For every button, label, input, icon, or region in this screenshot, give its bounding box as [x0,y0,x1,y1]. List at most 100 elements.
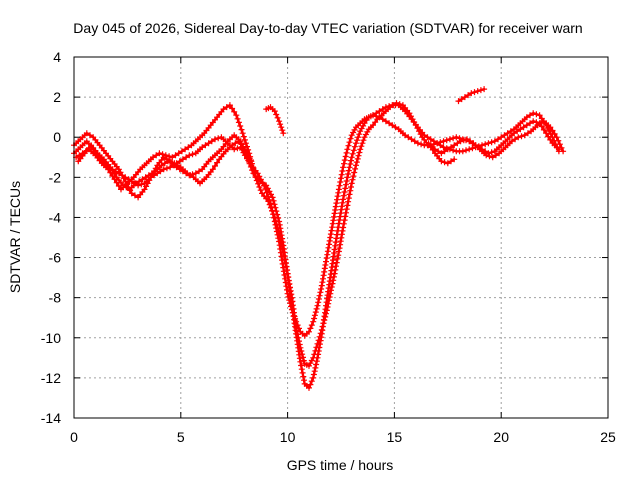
data-point-marker [333,259,340,266]
data-point-marker [344,174,351,181]
data-point-marker [256,184,263,190]
data-point-marker [273,208,280,215]
data-point-marker [481,86,488,93]
data-point-marker [240,133,247,140]
plot-area [71,86,567,391]
chart-title: Day 045 of 2026, Sidereal Day-to-day VTE… [73,20,582,36]
data-point-marker [373,110,380,117]
data-point-marker [379,116,386,123]
data-point-marker [350,147,357,154]
data-point-marker [489,154,496,161]
data-point-marker [300,357,307,364]
data-point-marker [405,134,412,141]
data-point-marker [270,197,277,204]
data-point-marker [333,263,339,270]
data-point-marker [534,122,541,129]
y-tick-label: -8 [49,290,62,306]
data-point-marker [199,144,206,151]
data-point-marker [386,120,393,127]
data-point-marker [523,122,530,129]
data-point-marker [389,122,396,129]
data-point-marker [518,133,525,140]
data-point-marker [555,148,562,155]
data-point-marker [183,154,190,161]
data-point-marker [247,163,254,170]
data-point-marker [352,165,359,172]
data-point-marker [430,138,437,145]
data-point-marker [443,137,450,144]
data-point-marker [376,108,383,115]
data-point-marker [382,118,389,125]
data-point-marker [414,140,421,147]
data-point-marker [514,128,521,135]
data-point-marker [107,164,114,171]
data-point-marker [492,152,499,159]
data-point-marker [242,140,249,147]
data-point-marker [471,89,478,96]
data-point-marker [310,318,317,325]
data-point-marker [421,132,428,139]
data-point-marker [459,148,466,155]
data-point-marker [418,141,425,148]
series-trace-3 [71,102,562,391]
data-point-marker [145,172,152,179]
data-point-marker [226,102,233,109]
data-point-marker [174,162,181,169]
data-point-marker [165,158,171,165]
data-point-marker [341,189,348,195]
data-point-marker [131,192,138,199]
data-point-marker [356,149,363,156]
data-point-marker [340,196,347,203]
data-point-marker [232,140,239,147]
data-point-marker [297,358,304,365]
data-point-marker [354,155,361,162]
data-point-marker [448,158,454,165]
data-point-marker [300,373,307,380]
data-point-marker [316,341,323,348]
data-point-marker [517,126,524,133]
data-point-marker [386,103,393,110]
data-point-marker [153,152,160,159]
data-point-marker [355,152,362,159]
data-point-marker [271,108,278,115]
data-point-marker [278,124,285,131]
data-point-marker [128,190,135,197]
data-point-marker [256,178,263,185]
data-point-marker [440,138,447,145]
data-point-marker [429,146,436,153]
data-point-marker [142,174,149,181]
data-point-marker [231,146,238,153]
data-point-marker [358,143,365,150]
data-point-marker [438,150,445,157]
data-point-marker [341,217,348,224]
data-point-marker [357,146,364,153]
data-point-marker [334,227,341,234]
data-point-marker [335,186,342,193]
data-point-marker [310,374,317,381]
data-point-marker [318,286,325,292]
x-tick-label: 15 [387,429,403,445]
y-tick-label: -14 [41,410,61,426]
data-point-marker [313,358,320,365]
data-point-marker [360,137,367,144]
data-point-marker [392,124,399,131]
y-axis: -14 -12 -10 -8 -6 -4 -2 0 2 4 [41,49,608,426]
data-point-marker [348,154,355,161]
data-point-marker [451,142,458,149]
data-point-marker [111,171,118,177]
data-point-marker [83,130,90,137]
data-point-marker [311,368,318,375]
data-point-marker [533,119,540,126]
data-point-marker [330,273,337,280]
data-point-marker [344,146,351,153]
data-point-marker [347,161,354,167]
data-point-marker [338,175,344,182]
data-point-marker [340,164,347,171]
data-point-marker [461,94,468,101]
data-point-marker [466,146,473,153]
data-point-marker [312,309,319,316]
data-point-marker [472,144,479,151]
data-point-marker [313,305,320,312]
data-point-marker [491,138,498,145]
y-tick-label: 0 [53,129,61,145]
